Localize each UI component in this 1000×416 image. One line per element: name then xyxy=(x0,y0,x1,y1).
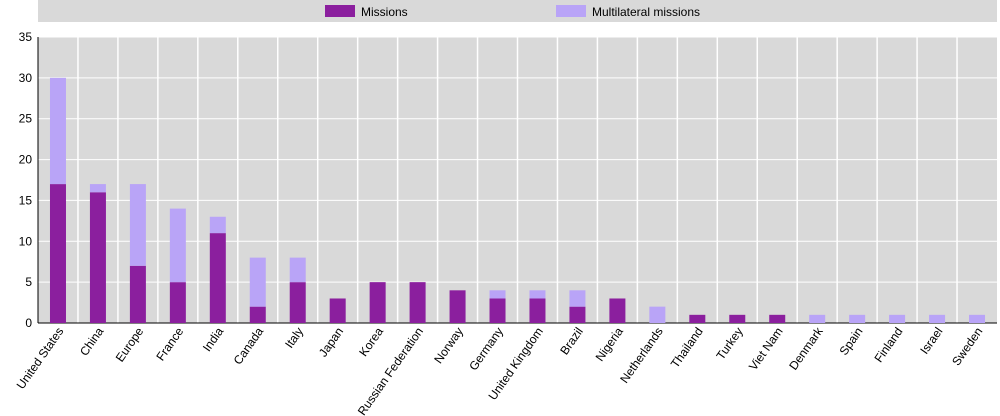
y-tick-label: 5 xyxy=(25,275,32,289)
bar xyxy=(689,314,706,323)
bar xyxy=(89,192,106,323)
bar xyxy=(249,306,266,323)
x-tick-label: Spain xyxy=(837,325,866,358)
bar xyxy=(729,314,746,323)
bar xyxy=(809,314,826,323)
x-tick-label: Norway xyxy=(431,325,466,366)
y-tick-label: 25 xyxy=(19,112,33,126)
y-tick-label: 20 xyxy=(19,153,33,167)
x-tick-label: Italy xyxy=(282,325,306,351)
bar xyxy=(249,257,266,307)
bar xyxy=(329,298,346,323)
x-tick-label: Viet Nam xyxy=(746,325,786,373)
bar xyxy=(369,282,386,323)
y-tick-label: 10 xyxy=(19,234,33,248)
bar xyxy=(569,290,586,307)
legend-label: Missions xyxy=(361,5,408,19)
bar xyxy=(289,257,306,283)
x-tick-label: Denmark xyxy=(786,324,826,373)
legend-box xyxy=(38,0,997,22)
bar xyxy=(769,314,786,323)
x-tick-label: Europe xyxy=(113,324,147,364)
bar xyxy=(969,314,986,323)
bar xyxy=(489,298,506,323)
legend-label: Multilateral missions xyxy=(592,5,700,19)
legend-swatch xyxy=(325,5,355,17)
bar xyxy=(129,265,146,323)
x-tick-label: Sweden xyxy=(949,325,985,369)
bar xyxy=(569,306,586,323)
y-tick-label: 0 xyxy=(25,316,32,330)
bar xyxy=(849,314,866,323)
bar xyxy=(169,208,186,283)
x-tick-label: Finland xyxy=(872,325,906,365)
x-tick-label: Korea xyxy=(356,324,386,359)
y-tick-label: 15 xyxy=(19,193,33,207)
x-tick-label: Thailand xyxy=(668,325,706,371)
x-tick-label: China xyxy=(77,324,107,358)
bar xyxy=(529,298,546,323)
x-tick-label: France xyxy=(153,324,186,363)
bar xyxy=(49,77,66,185)
x-tick-label: Turkey xyxy=(713,325,745,363)
bar xyxy=(929,314,946,323)
x-tick-label: India xyxy=(200,324,227,354)
x-tick-label: Israel xyxy=(917,325,945,357)
y-tick-label: 30 xyxy=(19,71,33,85)
x-tick-label: Germany xyxy=(466,325,506,373)
bar xyxy=(49,184,66,323)
x-tick-label: Canada xyxy=(231,324,267,367)
x-tick-label: United States xyxy=(14,325,67,392)
bar xyxy=(209,216,226,234)
bar xyxy=(129,184,146,266)
bar xyxy=(449,290,466,323)
bar xyxy=(889,314,906,323)
y-tick-label: 35 xyxy=(19,30,33,44)
legend-swatch xyxy=(556,5,586,17)
bar xyxy=(489,290,506,299)
x-tick-label: Brazil xyxy=(557,325,586,358)
bar xyxy=(609,298,626,323)
bar xyxy=(529,290,546,299)
bar xyxy=(169,282,186,323)
bar xyxy=(409,282,426,323)
bar xyxy=(289,282,306,323)
x-tick-label: Japan xyxy=(316,325,346,360)
bar xyxy=(209,233,226,323)
x-tick-label: Nigeria xyxy=(593,324,626,363)
bar xyxy=(89,184,106,193)
bar xyxy=(649,306,666,323)
